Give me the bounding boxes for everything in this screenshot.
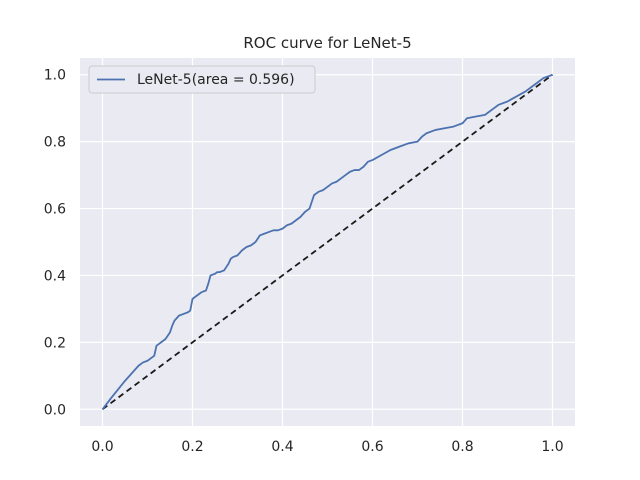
y-tick-label: 0.0 <box>44 402 66 418</box>
x-tick-label: 0.0 <box>91 439 113 455</box>
y-tick-label: 0.6 <box>44 202 66 218</box>
reference-diagonal-line <box>101 74 554 410</box>
legend-box <box>88 65 316 94</box>
roc-series-line <box>101 73 553 410</box>
legend-label: LeNet-5(area = 0.596) <box>137 72 295 88</box>
x-tick-label: 0.6 <box>361 439 383 455</box>
y-tick-label: 0.4 <box>44 268 66 284</box>
y-tick-label: 0.8 <box>44 135 66 151</box>
data-layer <box>101 73 554 410</box>
legend: LeNet-5(area = 0.596) <box>88 65 316 94</box>
x-tick-label: 0.4 <box>271 439 293 455</box>
x-tick-label: 1.0 <box>541 439 563 455</box>
x-tick-label: 0.2 <box>181 439 203 455</box>
chart-title: ROC curve for LeNet-5 <box>243 34 411 52</box>
tick-labels: 0.0 0.2 0.4 0.6 0.8 1.0 0.0 0.2 0.4 0.6 0.8 1.0 <box>44 68 564 455</box>
y-tick-label: 1.0 <box>44 68 66 84</box>
x-tick-label: 0.8 <box>451 439 473 455</box>
y-tick-label: 0.2 <box>44 335 66 351</box>
